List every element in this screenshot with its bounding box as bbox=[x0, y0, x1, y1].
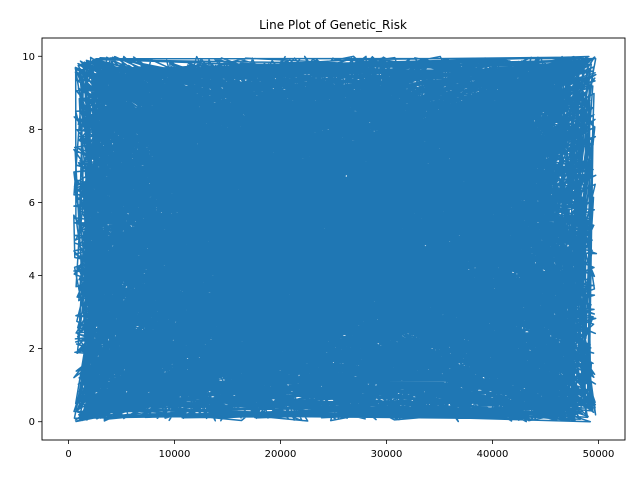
x-tick-label: 0 bbox=[65, 449, 71, 460]
y-tick-label: 2 bbox=[29, 344, 35, 355]
plot-frame bbox=[41, 37, 626, 441]
chart-title: Line Plot of Genetic_Risk bbox=[259, 18, 407, 32]
y-tick-label: 10 bbox=[22, 52, 35, 63]
y-tick-label: 6 bbox=[29, 198, 35, 209]
x-tick-label: 50000 bbox=[583, 449, 615, 460]
series-layer bbox=[73, 55, 598, 423]
y-axis: 0 2 4 6 8 10 bbox=[22, 52, 42, 428]
y-tick-label: 0 bbox=[29, 417, 35, 428]
x-tick-label: 20000 bbox=[265, 449, 297, 460]
plot-area bbox=[73, 55, 598, 423]
y-tick-label: 8 bbox=[29, 125, 35, 136]
series-line bbox=[73, 55, 598, 423]
x-axis: 0 10000 20000 30000 40000 50000 bbox=[65, 440, 614, 460]
x-tick-label: 10000 bbox=[159, 449, 191, 460]
y-tick-label: 4 bbox=[29, 271, 35, 282]
x-tick-label: 40000 bbox=[477, 449, 509, 460]
x-tick-label: 30000 bbox=[371, 449, 403, 460]
